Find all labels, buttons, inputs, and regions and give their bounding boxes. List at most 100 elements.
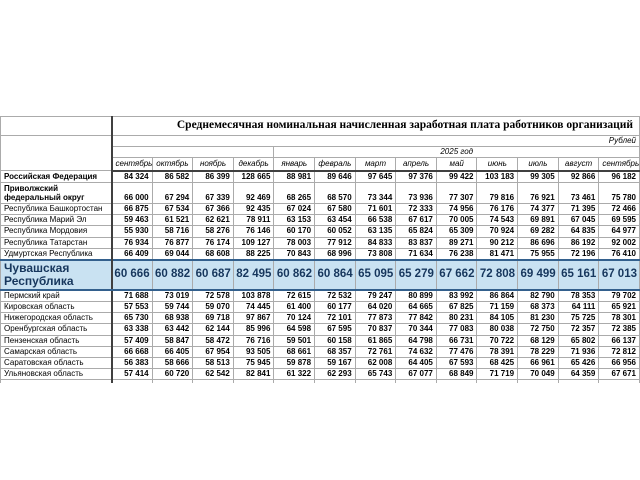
value-cell: 82 495	[232, 259, 275, 291]
value-cell: 67 024	[273, 203, 316, 216]
year-2025-label: 2025 год	[273, 146, 640, 159]
value-cell: 76 238	[435, 247, 478, 261]
value-cell: 76 921	[517, 182, 559, 205]
region-row: Пермский край 71 688 73 019 72 578 103 878 72…	[0, 289, 640, 303]
region-row: Оренбургская область 63 338 63 442 62 144 85…	[0, 323, 640, 336]
value-cell: 59 744	[151, 301, 194, 314]
value-cell: 77 873	[354, 312, 397, 325]
month-header-8: апрель	[395, 157, 437, 172]
value-cell: 61 322	[273, 368, 316, 381]
value-cell: 57 409	[111, 334, 153, 347]
value-cell: 65 309	[435, 225, 478, 238]
value-cell: 86 696	[517, 236, 559, 249]
value-cell: 70 837	[354, 323, 397, 336]
value-cell: 76 934	[111, 236, 153, 249]
value-cell: 74 445	[232, 301, 275, 314]
value-cell: 68 996	[314, 247, 356, 261]
year-2024-empty-cell	[110, 146, 275, 159]
value-cell: 96 182	[598, 170, 640, 184]
value-cell: 69 499	[517, 259, 559, 291]
value-cell: 65 279	[395, 259, 437, 291]
year-row: 2025 год	[1, 146, 640, 159]
value-cell: 71 159	[476, 301, 519, 314]
value-cell: 67 662	[435, 259, 478, 291]
value-cell: 56 383	[111, 357, 153, 370]
value-cell: 64 665	[395, 301, 437, 314]
value-cell	[476, 379, 519, 383]
value-cell: 73 808	[354, 247, 397, 261]
region-row: Чувашская Республика 60 666 60 882 60 687 82…	[0, 259, 640, 291]
value-cell: 63 153	[273, 214, 316, 227]
value-cell	[314, 379, 356, 383]
value-cell: 92 002	[598, 236, 640, 249]
region-row: Республика Мордовия 55 930 58 716 58 276 76 …	[0, 225, 640, 238]
value-cell: 92 435	[232, 203, 275, 216]
title-row: Среднемесячная номинальная начисленная з…	[0, 116, 640, 136]
value-cell: 83 992	[435, 289, 478, 303]
value-cell: 61 521	[151, 214, 194, 227]
value-cell: 70 049	[517, 368, 559, 381]
value-cell: 83 837	[395, 236, 437, 249]
value-cell: 78 229	[517, 345, 559, 359]
region-row: Республика Татарстан 76 934 76 877 76 174 10…	[0, 236, 640, 249]
months-header-row: сентябрь октябрь ноябрь декабрь январь феврал…	[1, 157, 640, 172]
region-label: Приволжский федеральный округ	[0, 182, 113, 205]
value-cell: 84 833	[354, 236, 397, 249]
value-cell: 60 720	[151, 368, 194, 381]
value-cell: 72 385	[598, 323, 640, 336]
header-corner-cell	[0, 134, 113, 172]
value-cell: 67 593	[435, 357, 478, 370]
value-cell: 62 621	[192, 214, 234, 227]
region-label: Российская Федерация	[0, 170, 113, 184]
value-cell: 60 170	[273, 225, 316, 238]
value-cell: 66 875	[111, 203, 153, 216]
month-header-13: сентябрь	[598, 157, 640, 172]
region-label: Самарская область	[0, 345, 113, 359]
region-label: Нижегородская область	[0, 312, 113, 325]
value-cell: 86 192	[557, 236, 600, 249]
value-cell: 80 231	[435, 312, 478, 325]
month-header-2: октябрь	[151, 157, 194, 172]
region-label: Оренбургская область	[0, 323, 113, 336]
month-header-10: июнь	[476, 157, 519, 172]
value-cell: 65 161	[557, 259, 600, 291]
value-cell: 63 454	[314, 214, 356, 227]
region-label: Республика Башкортостан	[0, 203, 113, 216]
value-cell: 66 956	[598, 357, 640, 370]
region-label: Республика Марий Эл	[0, 214, 113, 227]
value-cell: 67 534	[151, 203, 194, 216]
value-cell: 72 196	[557, 247, 600, 261]
region-row: Саратовская область 56 383 58 666 58 513 75 …	[0, 357, 640, 370]
value-cell: 70 722	[476, 334, 519, 347]
value-cell: 68 357	[314, 345, 356, 359]
region-label: Пермский край	[0, 289, 113, 303]
value-cell	[395, 379, 437, 383]
value-cell: 58 666	[151, 357, 194, 370]
value-cell: 67 366	[192, 203, 234, 216]
value-cell: 58 472	[192, 334, 234, 347]
value-cell: 72 812	[598, 345, 640, 359]
value-cell: 64 111	[557, 301, 600, 314]
value-cell: 66 409	[111, 247, 153, 261]
value-cell: 77 083	[435, 323, 478, 336]
units-label: Рублей	[111, 134, 640, 148]
value-cell	[557, 379, 600, 383]
value-cell: 77 912	[314, 236, 356, 249]
value-cell: 75 780	[598, 182, 640, 205]
units-row: Рублей	[0, 134, 640, 172]
value-cell: 93 505	[232, 345, 275, 359]
value-cell: 76 716	[232, 334, 275, 347]
value-cell: 79 816	[476, 182, 519, 205]
value-cell: 76 410	[598, 247, 640, 261]
value-cell: 86 582	[151, 170, 194, 184]
value-cell: 73 936	[395, 182, 437, 205]
value-cell: 86 864	[476, 289, 519, 303]
value-cell: 57 414	[111, 368, 153, 381]
value-cell: 58 847	[151, 334, 194, 347]
value-cell	[435, 379, 478, 383]
value-cell: 73 461	[557, 182, 600, 205]
value-cell: 63 442	[151, 323, 194, 336]
value-cell: 72 615	[273, 289, 316, 303]
region-label: Саратовская область	[0, 357, 113, 370]
